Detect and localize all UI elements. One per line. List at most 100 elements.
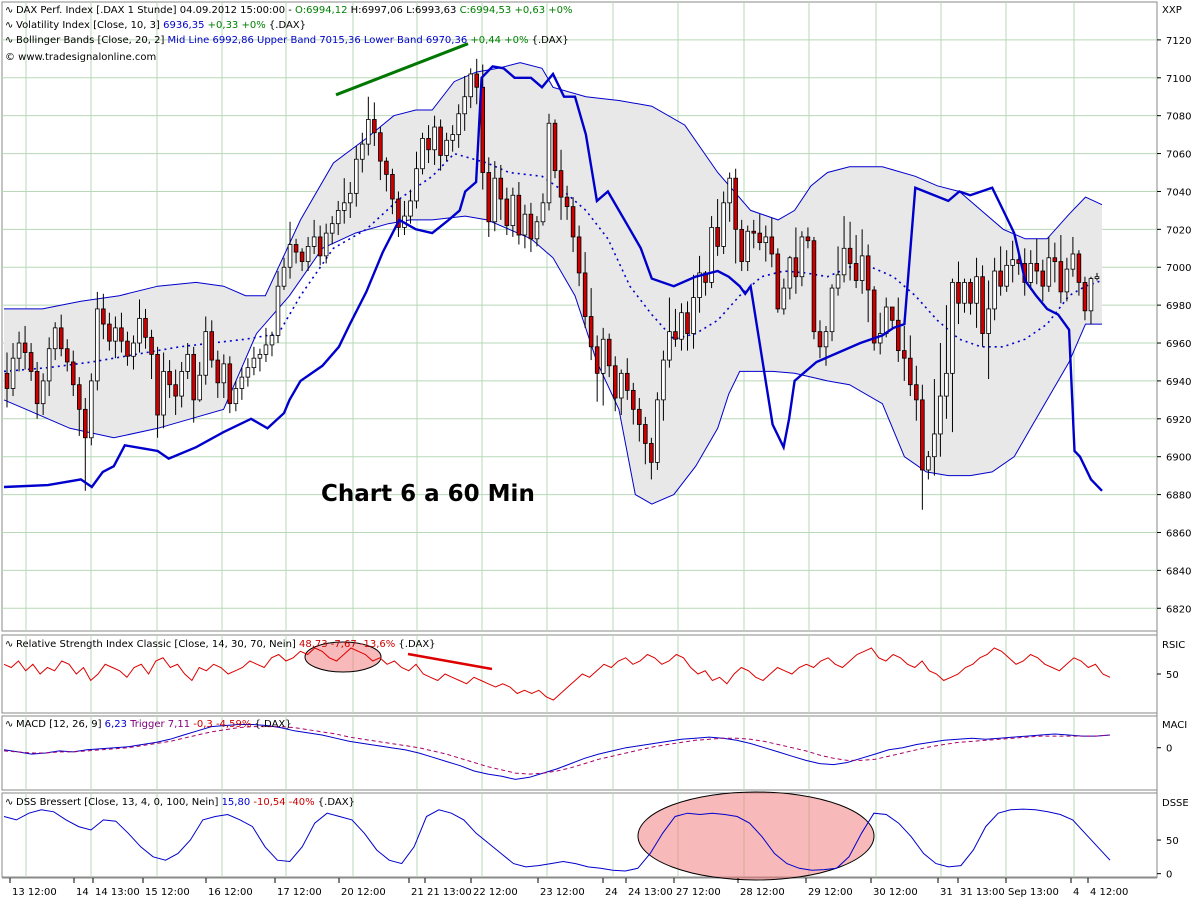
candle-body-44	[269, 335, 275, 346]
candle-body-181	[1094, 276, 1100, 280]
candle-body-176	[1064, 268, 1070, 293]
candle-body-107	[649, 443, 654, 463]
candle-body-40	[245, 367, 251, 378]
candle-body-135	[817, 331, 823, 348]
candle-body-53	[323, 232, 329, 257]
candle-body-28	[173, 384, 178, 397]
candle-body-64	[390, 174, 395, 200]
dss-header-part-1: 15,80	[222, 797, 254, 808]
candle-body-114	[691, 297, 696, 334]
candle-body-71	[432, 126, 437, 151]
up-trendline	[335, 42, 469, 97]
dss-line	[3, 808, 1111, 872]
candle-body-2	[16, 342, 22, 359]
candle-body-147	[889, 306, 895, 321]
main-header-line-1-part-2: +0,33 +0%	[204, 20, 265, 31]
candle-body-117	[709, 227, 714, 283]
candle-body-41	[251, 357, 257, 369]
dss-header-part-2: -10,54 -40%	[253, 797, 314, 808]
dss-header-part-3: {.DAX}	[315, 797, 355, 808]
candle-body-61	[372, 119, 377, 134]
candle-body-7	[46, 348, 52, 382]
candle-body-136	[823, 331, 829, 348]
rsi-down-trendline	[407, 652, 493, 671]
candle-body-94	[570, 206, 576, 238]
candle-body-17	[107, 323, 112, 342]
candle-body-19	[119, 327, 124, 342]
candle-body-122	[739, 228, 744, 262]
xtick-label-11: 24	[605, 887, 618, 898]
candle-body-81	[492, 177, 498, 223]
main-header-line-0-part-1: O:6994,12	[295, 5, 351, 16]
candle-body-89	[540, 202, 546, 223]
ytick-label-main-13: 7080	[1166, 112, 1191, 123]
candle-body-6	[40, 380, 46, 405]
candle-body-146	[883, 306, 889, 334]
candle-body-104	[631, 389, 636, 410]
candle-body-86	[522, 213, 528, 236]
macd-header-part-3: -0,3 -4,59%	[193, 719, 251, 730]
header-icon-main-1: ∿	[5, 20, 13, 31]
candle-body-25	[155, 353, 160, 416]
candle-body-4	[28, 352, 34, 372]
candle-body-87	[528, 213, 534, 240]
candle-body-126	[763, 236, 769, 244]
candle-body-68	[414, 168, 419, 202]
candle-body-131	[793, 257, 799, 278]
header-icon-main-2: ∿	[5, 35, 13, 46]
symbol-main: XXP	[1162, 5, 1182, 16]
xtick-label-1: 14	[76, 887, 89, 898]
candle-body-99	[600, 338, 606, 374]
candle-body-31	[191, 353, 196, 401]
candle-body-96	[582, 272, 588, 317]
main-header-line-0-part-4: C:6994,53 +0,63 +0%	[460, 5, 573, 16]
candle-body-171	[1034, 263, 1040, 272]
candle-body-97	[588, 316, 594, 348]
candle-body-105	[637, 408, 642, 425]
xtick-label-12: 24 13:00	[628, 887, 673, 898]
candle-body-8	[52, 327, 58, 350]
xtick-label-7: 21	[411, 887, 424, 898]
candle-body-75	[456, 113, 461, 136]
candle-body-106	[643, 424, 648, 444]
candle-body-177	[1070, 253, 1076, 270]
candle-body-59	[360, 143, 365, 160]
candle-body-165	[998, 270, 1003, 287]
candle-body-18	[113, 327, 118, 342]
candle-body-47	[287, 244, 293, 268]
candle-body-178	[1076, 253, 1082, 283]
candle-body-118	[715, 227, 720, 247]
candle-body-119	[721, 202, 726, 247]
rsi-header: Relative Strength Index Classic [Close, …	[16, 639, 436, 650]
candle-body-39	[239, 376, 245, 389]
xtick-label-21: 4 12:00	[1090, 887, 1128, 898]
candle-body-109	[661, 359, 666, 401]
main-header-line-1-part-1: 6936,35	[163, 20, 204, 31]
candle-body-125	[757, 232, 763, 244]
candle-body-141	[853, 263, 859, 281]
candle-body-13	[83, 408, 88, 439]
ytick-label-dss-0: 0	[1166, 870, 1172, 881]
candle-body-26	[161, 371, 166, 416]
macd-header-part-1: 6,23	[105, 719, 130, 730]
candle-body-37	[227, 363, 233, 405]
candle-body-167	[1010, 259, 1015, 266]
candle-body-0	[4, 372, 10, 389]
candle-body-123	[745, 230, 750, 262]
candle-body-134	[811, 240, 817, 333]
rsi-line	[3, 647, 1111, 701]
candle-body-140	[847, 247, 853, 264]
candle-body-110	[667, 331, 672, 361]
candle-body-154	[932, 433, 937, 458]
ytick-label-main-14: 7100	[1166, 74, 1191, 85]
ytick-label-main-10: 7020	[1166, 225, 1191, 236]
candle-body-65	[396, 198, 401, 228]
rsi-header-part-1: 48,73 -7,67 -13,6%	[299, 639, 395, 650]
copyright-text: © www.tradesignalonline.com	[5, 52, 156, 63]
macd-header-part-2: Trigger 7,11	[129, 719, 193, 730]
candle-body-157	[950, 281, 955, 374]
candle-body-174	[1052, 257, 1058, 262]
main-header-line-1-part-0: Volatility Index [Close, 10, 3]	[16, 20, 163, 31]
xtick-label-17: 31	[940, 887, 953, 898]
candle-body-173	[1046, 257, 1052, 287]
